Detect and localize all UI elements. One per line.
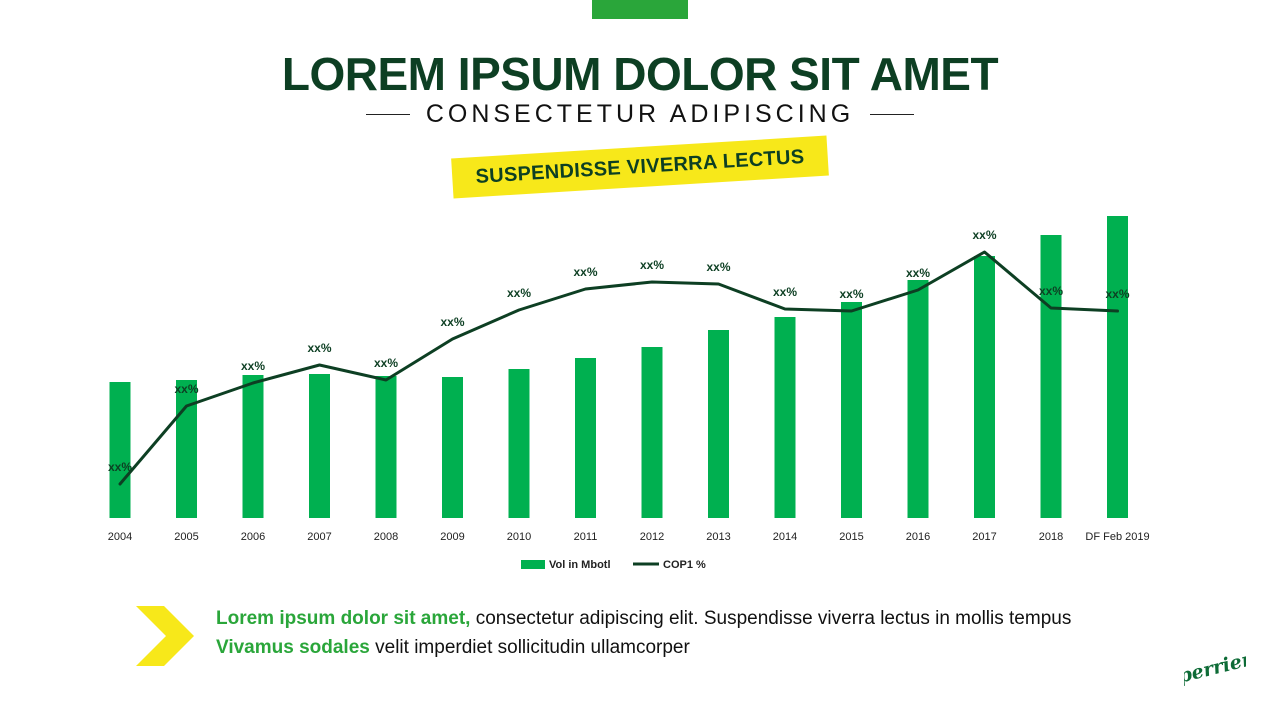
- x-axis-ticks: 2004 2005 2006 2007 2008 2009 2010 2011 2012 2013…: [108, 531, 1150, 543]
- x-tick-2018: 2018: [1039, 531, 1063, 543]
- bar-2015: [841, 302, 862, 518]
- x-tick-2016: 2016: [906, 531, 930, 543]
- perrier-logo: perrier: [1184, 648, 1246, 688]
- data-label-2004: xx%: [108, 460, 132, 474]
- x-tick-2014: 2014: [773, 531, 797, 543]
- svg-text:perrier: perrier: [1184, 648, 1246, 688]
- data-label-2013: xx%: [706, 260, 730, 274]
- footer-line-2-highlight: Vivamus sodales: [216, 637, 370, 658]
- x-tick-2006: 2006: [241, 531, 265, 543]
- footer-line-1-text: consectetur adipiscing elit. Suspendisse…: [470, 608, 1072, 629]
- x-tick-2017: 2017: [972, 531, 996, 543]
- data-label-2016: xx%: [906, 266, 930, 280]
- bar-2016: [907, 280, 929, 518]
- cop1-line: [118, 250, 1119, 486]
- x-tick-2011: 2011: [574, 531, 598, 543]
- x-tick-2007: 2007: [307, 531, 331, 543]
- bar-2008: [375, 376, 397, 518]
- footer-line-2: Vivamus sodales velit imperdiet sollicit…: [216, 633, 1071, 662]
- data-label-2017: xx%: [972, 228, 996, 242]
- bar-2010: [508, 369, 530, 518]
- data-label-2018: xx%: [1039, 284, 1063, 298]
- bar-2009: [442, 377, 463, 518]
- x-tick-2008: 2008: [374, 531, 398, 543]
- bar-2012: [641, 347, 663, 518]
- bar-2014: [774, 317, 796, 518]
- top-accent-bar: [592, 0, 688, 19]
- combo-chart: xx% xx% xx% xx% xx% xx% xx% xx% xx% xx% xx% xx% xx% x…: [108, 216, 1150, 571]
- footer-line-2-text: velit imperdiet sollicitudin ullamcorper: [369, 637, 690, 658]
- x-tick-2009: 2009: [440, 531, 464, 543]
- data-label-2005: xx%: [174, 382, 198, 396]
- data-label-2007: xx%: [307, 341, 331, 355]
- bar-2007: [309, 374, 330, 518]
- footer-line-1: Lorem ipsum dolor sit amet, consectetur …: [216, 604, 1071, 633]
- data-label-2008: xx%: [374, 356, 398, 370]
- x-tick-2005: 2005: [174, 531, 198, 543]
- data-label-2012: xx%: [640, 258, 664, 272]
- chart-legend: Vol in Mbotl COP1 %: [521, 559, 706, 571]
- footer-text: Lorem ipsum dolor sit amet, consectetur …: [216, 604, 1071, 662]
- x-tick-2012: 2012: [640, 531, 664, 543]
- page-title: LOREM IPSUM DOLOR SIT AMET: [281, 48, 999, 100]
- bar-2005: [176, 380, 197, 518]
- bar-2018: [1040, 235, 1062, 518]
- subtitle-rule-left: [365, 113, 410, 115]
- x-tick-df-feb-2019: DF Feb 2019: [1085, 531, 1149, 543]
- data-label-2010: xx%: [507, 286, 531, 300]
- legend-label-cop: COP1 %: [663, 559, 706, 571]
- chevron-right-icon: [136, 606, 194, 666]
- footer-line-1-highlight: Lorem ipsum dolor sit amet,: [216, 608, 471, 629]
- bar-series: [109, 216, 1128, 518]
- page-subtitle: CONSECTETUR ADIPISCING: [425, 99, 855, 128]
- data-label-2014: xx%: [773, 285, 797, 299]
- data-label-df-feb-2019: xx%: [1105, 287, 1129, 301]
- x-tick-2004: 2004: [108, 531, 132, 543]
- bar-2017: [974, 256, 995, 518]
- bar-2006: [242, 375, 264, 518]
- x-tick-2013: 2013: [706, 531, 730, 543]
- x-tick-2010: 2010: [507, 531, 531, 543]
- bar-2013: [708, 330, 729, 518]
- bar-df-feb-2019: [1107, 216, 1128, 518]
- data-label-2006: xx%: [241, 359, 265, 373]
- subtitle-row: CONSECTETUR ADIPISCING: [0, 98, 1280, 130]
- bar-2011: [575, 358, 596, 518]
- x-tick-2015: 2015: [839, 531, 863, 543]
- data-label-2015: xx%: [839, 287, 863, 301]
- legend-label-vol: Vol in Mbotl: [549, 559, 611, 571]
- data-label-2011: xx%: [573, 265, 597, 279]
- bar-2004: [109, 382, 131, 518]
- data-label-2009: xx%: [440, 315, 464, 329]
- legend-swatch-vol: [521, 560, 545, 569]
- subtitle-rule-right: [870, 113, 915, 115]
- data-labels: xx% xx% xx% xx% xx% xx% xx% xx% xx% xx% xx% xx% xx% x…: [108, 228, 1130, 474]
